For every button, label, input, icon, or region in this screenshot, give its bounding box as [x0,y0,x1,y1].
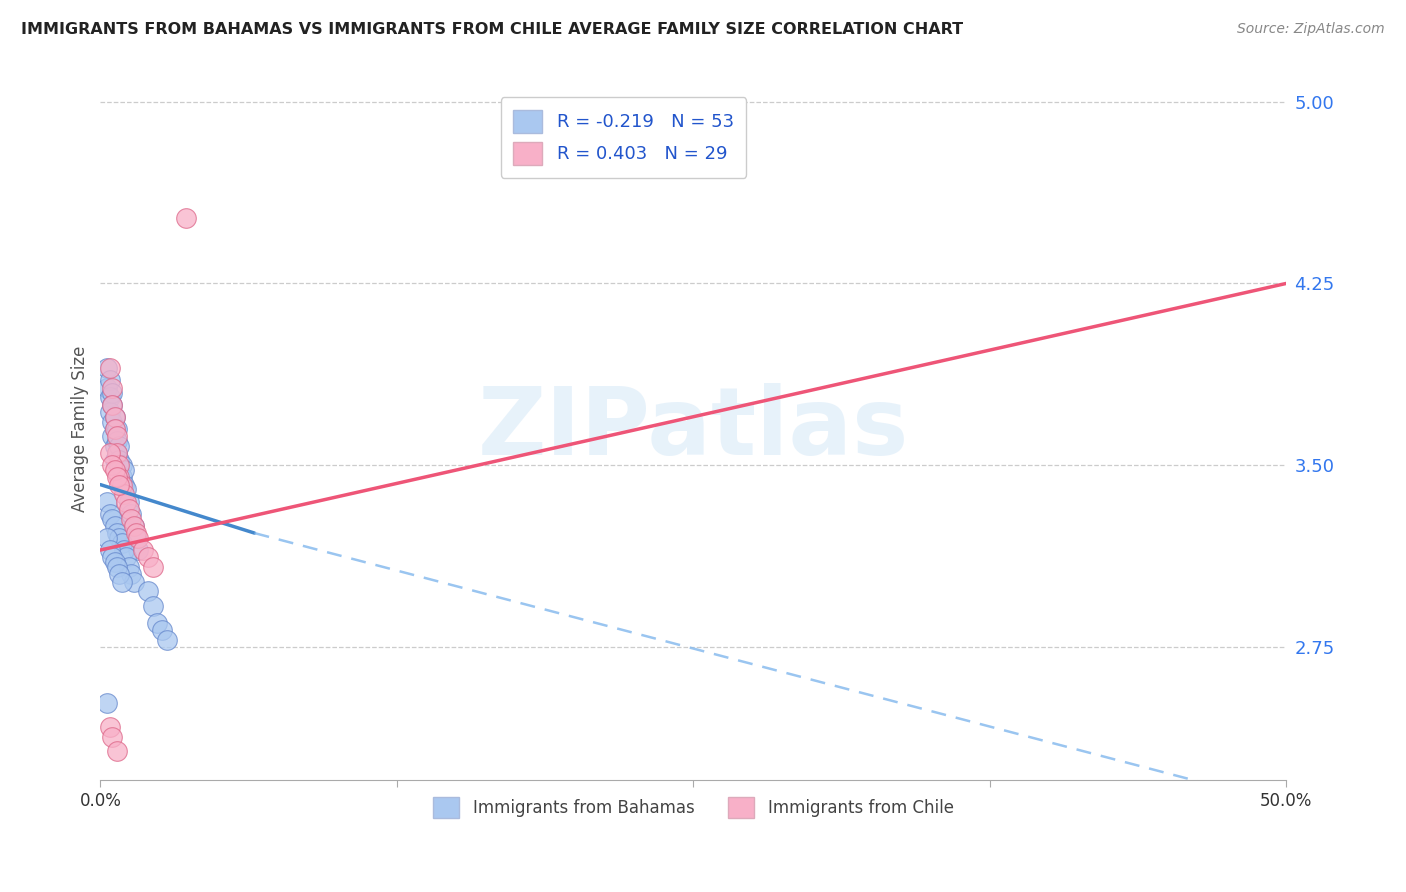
Point [111,470,134,484]
Point [141,560,163,574]
Point [105,434,128,448]
Point [101,385,124,400]
Point [115,494,138,508]
Y-axis label: Average Family Size: Average Family Size [72,346,89,512]
Point [132,543,155,558]
Point [103,555,125,569]
Point [125,526,148,541]
Point [98,390,121,404]
Point [112,477,135,491]
Point [98,405,121,419]
Point [112,463,135,477]
Point [105,446,128,460]
Legend: Immigrants from Bahamas, Immigrants from Chile: Immigrants from Bahamas, Immigrants from… [426,790,960,825]
Point [98,507,121,521]
Point [108,470,131,484]
Point [156,632,179,647]
Point [111,574,134,589]
Point [103,409,125,424]
Point [105,526,128,541]
Point [101,415,124,429]
Point [112,487,135,501]
Point [127,543,149,558]
Point [136,550,159,565]
Point [105,429,128,443]
Point [118,501,141,516]
Point [120,567,142,582]
Point [108,439,131,453]
Point [98,543,121,558]
Point [122,574,145,589]
Point [125,531,148,545]
Point [96,381,118,395]
Point [101,730,124,744]
Point [122,518,145,533]
Point [115,483,138,497]
Point [101,381,124,395]
Point [103,453,125,467]
Point [96,494,118,508]
Point [96,361,118,376]
Point [118,560,141,574]
Point [103,409,125,424]
Point [103,439,125,453]
Point [118,494,141,508]
Point [108,567,131,582]
Point [101,398,124,412]
Point [101,429,124,443]
Text: Source: ZipAtlas.com: Source: ZipAtlas.com [1237,22,1385,37]
Point [105,560,128,574]
Point [103,422,125,436]
Point [98,373,121,387]
Point [96,696,118,710]
Point [98,720,121,734]
Point [150,623,173,637]
Point [101,398,124,412]
Point [103,463,125,477]
Point [122,518,145,533]
Point [103,422,125,436]
Point [108,458,131,473]
Point [103,518,125,533]
Point [108,453,131,467]
Point [101,550,124,565]
Point [120,511,142,525]
Text: IMMIGRANTS FROM BAHAMAS VS IMMIGRANTS FROM CHILE AVERAGE FAMILY SIZE CORRELATION: IMMIGRANTS FROM BAHAMAS VS IMMIGRANTS FR… [21,22,963,37]
Point [127,531,149,545]
Point [105,744,128,758]
Point [112,543,135,558]
Point [146,615,169,630]
Point [111,536,134,550]
Point [108,531,131,545]
Point [98,361,121,376]
Point [98,446,121,460]
Point [120,507,142,521]
Point [111,458,134,473]
Point [115,550,138,565]
Point [136,584,159,599]
Point [105,470,128,484]
Point [111,477,134,491]
Point [105,446,128,460]
Point [108,477,131,491]
Point [174,211,197,225]
Point [101,511,124,525]
Point [105,422,128,436]
Point [96,531,118,545]
Point [101,458,124,473]
Point [141,599,163,613]
Text: ZIPatlas: ZIPatlas [478,383,908,475]
